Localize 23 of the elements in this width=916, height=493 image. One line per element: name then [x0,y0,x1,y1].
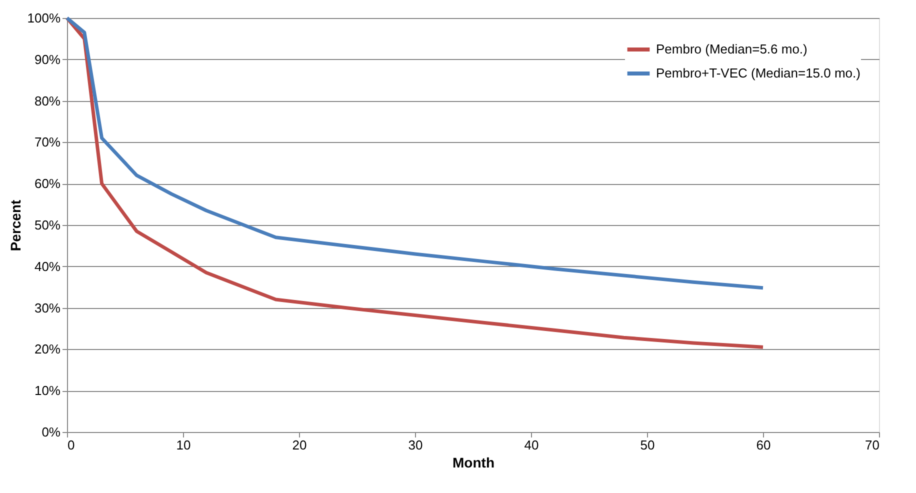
x-tick-label: 20 [292,438,307,452]
legend-label: Pembro+T-VEC (Median=15.0 mo.) [656,66,860,80]
y-tick-label: 60% [34,176,61,192]
x-tick-label: 70 [865,438,880,452]
y-tick-label: 20% [34,342,61,357]
x-tick-label: 10 [176,438,191,452]
y-tick-label: 0% [42,424,61,440]
y-axis-title: Percent [7,199,24,252]
y-tick-label: 80% [34,93,61,108]
y-tick-label: 70% [34,134,61,150]
x-tick-label: 50 [640,438,655,452]
x-tick-label: 0 [68,438,75,452]
y-tick-label: 50% [34,218,61,232]
y-tick-label: 90% [34,52,61,67]
x-tick-label: 30 [408,438,423,452]
x-tick-label: 40 [524,438,539,452]
y-tick-label: 40% [34,258,61,274]
legend-label: Pembro (Median=5.6 mo.) [656,42,808,56]
x-tick-label: 60 [756,438,771,452]
x-axis-title: Month [452,454,494,470]
y-tick-label: 30% [34,300,61,316]
y-tick-label: 100% [27,10,61,26]
y-tick-label: 10% [34,383,61,398]
